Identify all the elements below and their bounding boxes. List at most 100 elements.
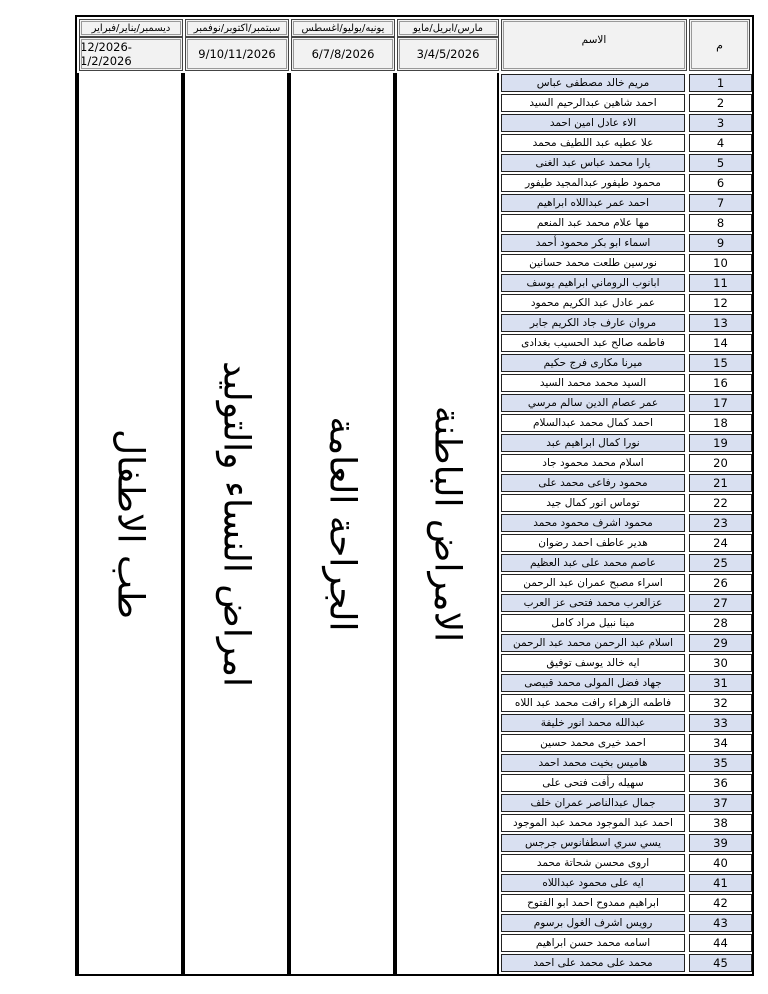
row-number: 22 <box>689 494 752 512</box>
department-column: امراض النساء والتوليد <box>183 73 289 974</box>
student-name: سهيله رأفت فتحى على <box>501 774 685 792</box>
student-name: جمال عبدالناصر عمران خلف <box>501 794 685 812</box>
student-name: مريم خالد مصطفى عباس <box>501 74 685 92</box>
name-column-header: الاسم <box>501 19 687 71</box>
table-row: هدير عاطف احمد رضوان 24 <box>499 533 752 553</box>
table-row: عمر عصام الدين سالم مرسي 17 <box>499 393 752 413</box>
row-number: 24 <box>689 534 752 552</box>
table-row: علا عطيه عبد اللطيف محمد 4 <box>499 133 752 153</box>
table-row: عبدالله محمد انور خليفة 33 <box>499 713 752 733</box>
student-name: فاطمه الزهراء رافت محمد عبد اللاه <box>501 694 685 712</box>
number-column-header: م <box>689 19 750 71</box>
period-dates-header: 6/7/8/2026 <box>291 37 395 71</box>
department-column: طب الاطفال <box>77 73 183 974</box>
row-number: 26 <box>689 574 752 592</box>
period-months-header: يونيه/يوليو/اغسطس <box>291 19 395 37</box>
student-name: علا عطيه عبد اللطيف محمد <box>501 134 685 152</box>
table-row: ايه خالد يوسف توفيق 30 <box>499 653 752 673</box>
student-name: محمود رفاعى محمد على <box>501 474 685 492</box>
row-number: 1 <box>689 74 752 92</box>
row-number: 37 <box>689 794 752 812</box>
student-name: عمر عادل عبد الكريم محمود <box>501 294 685 312</box>
table-row: مريم خالد مصطفى عباس 1 <box>499 73 752 93</box>
row-number: 7 <box>689 194 752 212</box>
student-name: توماس انور كمال جيد <box>501 494 685 512</box>
department-label: الامراض الباطنة <box>426 405 468 642</box>
department-label: امراض النساء والتوليد <box>215 360 257 687</box>
row-number: 18 <box>689 414 752 432</box>
student-name: احمد عمر عبداللاه ابراهيم <box>501 194 685 212</box>
student-name: محمد على محمد على احمد <box>501 954 685 972</box>
row-number: 19 <box>689 434 752 452</box>
table-row: السيد محمد محمد السيد 16 <box>499 373 752 393</box>
row-number: 39 <box>689 834 752 852</box>
row-number: 5 <box>689 154 752 172</box>
row-number: 44 <box>689 934 752 952</box>
student-name: يسي سري اسطفانوس جرجس <box>501 834 685 852</box>
row-number: 35 <box>689 754 752 772</box>
row-number: 6 <box>689 174 752 192</box>
table-row: توماس انور كمال جيد 22 <box>499 493 752 513</box>
table-row: يسي سري اسطفانوس جرجس 39 <box>499 833 752 853</box>
student-name: محمود اشرف محمود محمد <box>501 514 685 532</box>
student-name: عاصم محمد على عبد العظيم <box>501 554 685 572</box>
table-row: سهيله رأفت فتحى على 36 <box>499 773 752 793</box>
row-number: 2 <box>689 94 752 112</box>
student-name: اروى محسن شحاتة محمد <box>501 854 685 872</box>
table-row: مها علام محمد عبد المنعم 8 <box>499 213 752 233</box>
student-name: ايه خالد يوسف توفيق <box>501 654 685 672</box>
row-number: 21 <box>689 474 752 492</box>
table-row: فاطمه صالح عبد الحسيب بغدادى 14 <box>499 333 752 353</box>
period-months-header: سبتمبر/اكتوبر/نوفمبر <box>185 19 289 37</box>
student-name: يارا محمد عباس عبد الغنى <box>501 154 685 172</box>
table-row: جهاد فضل المولى محمد قبيصى 31 <box>499 673 752 693</box>
student-name: ابانوب الروماني ابراهيم يوسف <box>501 274 685 292</box>
row-number: 31 <box>689 674 752 692</box>
student-name: اسماء ابو بكر محمود أحمد <box>501 234 685 252</box>
row-number: 32 <box>689 694 752 712</box>
table-row: ميرنا مكارى فرج حكيم 15 <box>499 353 752 373</box>
row-number: 36 <box>689 774 752 792</box>
row-number: 30 <box>689 654 752 672</box>
student-name: هاميس بخيت محمد احمد <box>501 754 685 772</box>
row-number: 9 <box>689 234 752 252</box>
table-row: عاصم محمد على عبد العظيم 25 <box>499 553 752 573</box>
student-name: مينا نبيل مراد كامل <box>501 614 685 632</box>
row-number: 13 <box>689 314 752 332</box>
row-number: 4 <box>689 134 752 152</box>
table-row: محمود اشرف محمود محمد 23 <box>499 513 752 533</box>
table-row: اسراء مصبح عمران عبد الرحمن 26 <box>499 573 752 593</box>
period-dates-header: 3/4/5/2026 <box>397 37 499 71</box>
student-name: احمد كمال محمد عبدالسلام <box>501 414 685 432</box>
student-name: احمد عبد الموجود محمد عبد الموجود <box>501 814 685 832</box>
table-row: احمد عمر عبداللاه ابراهيم 7 <box>499 193 752 213</box>
table-row: محمود رفاعى محمد على 21 <box>499 473 752 493</box>
period-dates-header: 12/2026-1/2/2026 <box>79 37 183 71</box>
department-column: الجراحة العامة <box>289 73 395 974</box>
student-name: مها علام محمد عبد المنعم <box>501 214 685 232</box>
student-name: عزالعرب محمد فتحى عز العرب <box>501 594 685 612</box>
row-number: 3 <box>689 114 752 132</box>
student-name: عبدالله محمد انور خليفة <box>501 714 685 732</box>
table-row: عمر عادل عبد الكريم محمود 12 <box>499 293 752 313</box>
table-row: هاميس بخيت محمد احمد 35 <box>499 753 752 773</box>
student-list: مريم خالد مصطفى عباس 1 احمد شاهين عبدالرحي… <box>499 73 752 974</box>
student-name: نورسين طلعت محمد حسانين <box>501 254 685 272</box>
table-row: اسماء ابو بكر محمود أحمد 9 <box>499 233 752 253</box>
row-number: 33 <box>689 714 752 732</box>
table-row: عزالعرب محمد فتحى عز العرب 27 <box>499 593 752 613</box>
period-months-header: مارس/ابريل/مايو <box>397 19 499 37</box>
table-row: احمد كمال محمد عبدالسلام 18 <box>499 413 752 433</box>
table-row: احمد شاهين عبدالرحيم السيد 2 <box>499 93 752 113</box>
table-row: يارا محمد عباس عبد الغنى 5 <box>499 153 752 173</box>
student-name: اسامه محمد حسن ابراهيم <box>501 934 685 952</box>
department-label: الجراحة العامة <box>321 416 363 631</box>
row-number: 43 <box>689 914 752 932</box>
row-number: 42 <box>689 894 752 912</box>
student-name: فاطمه صالح عبد الحسيب بغدادى <box>501 334 685 352</box>
student-name: اسراء مصبح عمران عبد الرحمن <box>501 574 685 592</box>
table-row: ابراهيم ممدوح احمد ابو الفتوح 42 <box>499 893 752 913</box>
student-name: عمر عصام الدين سالم مرسي <box>501 394 685 412</box>
row-number: 20 <box>689 454 752 472</box>
department-column: الامراض الباطنة <box>395 73 499 974</box>
